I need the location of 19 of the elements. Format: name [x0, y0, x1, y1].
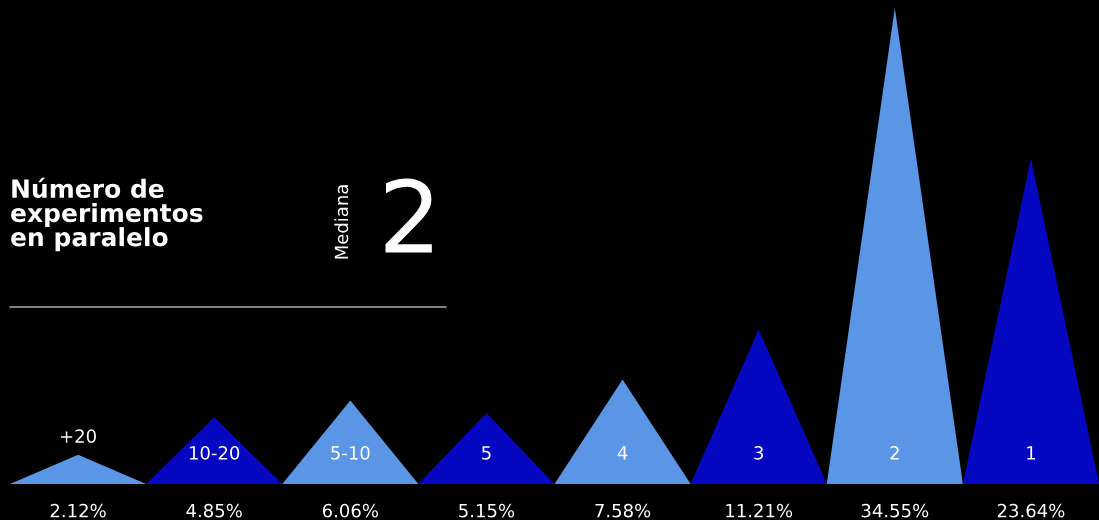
x-tick-label: 5 [482, 446, 491, 460]
data-label: 5.15% [459, 503, 515, 518]
x-tick-label: 3 [754, 446, 763, 460]
annotation: 2 [385, 178, 432, 253]
x-tick-label: 10-20 [189, 446, 240, 460]
data-label: 4.85% [186, 503, 242, 518]
x-tick-label: 1 [1027, 446, 1036, 460]
x-tick-label: 2 [890, 446, 899, 460]
x-tick-label: +20 [60, 429, 96, 443]
data-label: 23.64% [997, 503, 1065, 518]
data-label: 11.21% [726, 503, 793, 518]
x-tick-label: 4 [617, 446, 628, 460]
data-label: 34.55% [861, 503, 929, 518]
data-label: 6.06% [322, 503, 378, 518]
text: Número de experimentos en paralelo [11, 177, 203, 252]
data-label: 2.12% [50, 503, 106, 518]
annotation: Mediana [334, 185, 349, 259]
data-label: 7.58% [595, 503, 651, 518]
x-tick-label: 5-10 [331, 446, 370, 460]
